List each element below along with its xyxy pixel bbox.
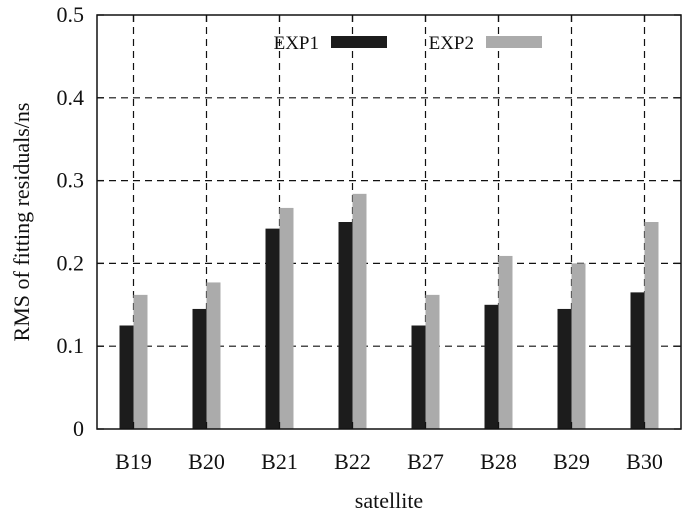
- legend-swatch-exp2: [486, 36, 542, 48]
- bar-exp1-b20: [192, 308, 207, 429]
- legend-label-exp2: EXP2: [429, 33, 474, 54]
- grid-lines: [97, 15, 681, 429]
- x-tick-label: B28: [480, 449, 517, 474]
- legend-label-exp1: EXP1: [274, 33, 319, 54]
- bar-exp1-b22: [338, 222, 353, 429]
- bar-exp2-b22: [352, 193, 367, 429]
- bar-exp2-b20: [206, 282, 221, 429]
- bar-exp1-b30: [630, 292, 645, 429]
- y-tick-label: 0.2: [57, 250, 85, 275]
- x-tick-label: B29: [553, 449, 590, 474]
- y-tick-label: 0.4: [57, 85, 85, 110]
- y-tick-label: 0.1: [57, 333, 85, 358]
- bar-exp2-b28: [498, 255, 513, 429]
- bar-exp2-b21: [279, 207, 294, 429]
- x-tick-label: B20: [188, 449, 225, 474]
- y-axis-title: RMS of fitting residuals/ns: [9, 103, 34, 342]
- bar-exp1-b29: [557, 308, 572, 429]
- bar-exp2-b30: [644, 222, 659, 429]
- ticks: 0 0.1 0.2 0.3 0.4 0.5 B19 B20 B21 B22 B27 B28 B29 B30: [57, 2, 681, 474]
- plot-frame: [96, 14, 682, 430]
- bars: [119, 193, 659, 429]
- x-tick-label: B22: [334, 449, 371, 474]
- bar-exp2-b19: [133, 294, 148, 429]
- x-tick-label: B19: [115, 449, 152, 474]
- bar-exp2-b29: [571, 263, 586, 429]
- y-tick-label: 0: [73, 416, 84, 441]
- bar-exp1-b19: [119, 325, 134, 429]
- x-tick-label: B21: [261, 449, 298, 474]
- bar-exp2-b27: [425, 294, 440, 429]
- bar-exp1-b27: [411, 325, 426, 429]
- x-tick-label: B30: [626, 449, 663, 474]
- y-tick-label: 0.3: [57, 168, 85, 193]
- legend-swatch-exp1: [331, 36, 387, 48]
- x-tick-label: B27: [407, 449, 444, 474]
- axes: [96, 14, 682, 430]
- bar-exp1-b21: [265, 228, 280, 429]
- legend: EXP1 EXP2: [274, 33, 542, 54]
- bar-exp1-b28: [484, 304, 499, 429]
- y-tick-label: 0.5: [57, 2, 85, 27]
- x-axis-title: satellite: [355, 488, 423, 513]
